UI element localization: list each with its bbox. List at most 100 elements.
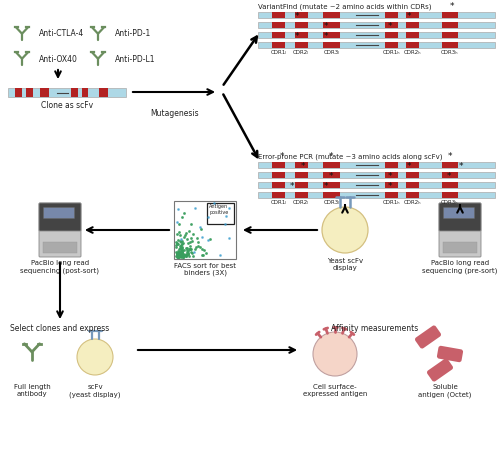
- Bar: [442, 12, 458, 17]
- Point: [198, 234, 206, 241]
- Point: [174, 249, 182, 257]
- Point: [174, 240, 182, 248]
- Point: [174, 247, 182, 254]
- Bar: [207, 203, 234, 224]
- Point: [182, 252, 190, 259]
- Text: Anti-PD-1: Anti-PD-1: [115, 29, 151, 39]
- Point: [172, 250, 180, 257]
- Bar: [71, 88, 78, 97]
- Bar: [258, 12, 495, 18]
- Point: [186, 227, 194, 235]
- Point: [174, 253, 182, 261]
- Bar: [442, 193, 458, 198]
- Point: [186, 238, 194, 245]
- Point: [197, 225, 205, 233]
- Bar: [294, 12, 308, 17]
- Bar: [174, 201, 236, 259]
- Text: CDR2ₕ: CDR2ₕ: [404, 200, 421, 205]
- Point: [174, 251, 182, 258]
- Point: [178, 252, 186, 259]
- Point: [174, 253, 182, 261]
- Text: *: *: [324, 183, 328, 192]
- Text: *: *: [388, 172, 392, 182]
- Bar: [294, 33, 308, 38]
- Text: VariantFind (mutate ~2 amino acids within CDRs): VariantFind (mutate ~2 amino acids withi…: [258, 4, 432, 10]
- Text: CDR3ₕ: CDR3ₕ: [441, 200, 458, 205]
- Bar: [406, 193, 419, 198]
- Bar: [272, 172, 285, 177]
- Point: [196, 244, 204, 251]
- Text: *: *: [324, 33, 328, 42]
- Bar: [272, 42, 285, 48]
- Point: [188, 250, 196, 257]
- Text: Anti-PD-L1: Anti-PD-L1: [115, 54, 156, 64]
- Point: [188, 248, 196, 255]
- Text: Error-prone PCR (mutate ~3 amino acids along scFv): Error-prone PCR (mutate ~3 amino acids a…: [258, 154, 442, 160]
- Text: *: *: [280, 152, 284, 161]
- Bar: [323, 193, 340, 198]
- Point: [178, 244, 186, 252]
- Bar: [294, 193, 308, 198]
- Bar: [8, 88, 126, 97]
- Text: *: *: [446, 172, 451, 182]
- Point: [174, 241, 182, 248]
- Bar: [323, 182, 340, 187]
- Bar: [272, 22, 285, 27]
- FancyBboxPatch shape: [39, 203, 81, 257]
- Point: [178, 250, 186, 258]
- Bar: [272, 193, 285, 198]
- Point: [182, 252, 190, 259]
- Point: [176, 243, 184, 250]
- Point: [172, 241, 180, 249]
- Point: [186, 242, 194, 250]
- Bar: [43, 242, 77, 253]
- Bar: [323, 162, 340, 168]
- Point: [178, 253, 186, 261]
- Bar: [15, 88, 22, 97]
- Point: [173, 250, 181, 258]
- Bar: [442, 42, 458, 48]
- Point: [174, 205, 182, 213]
- Point: [177, 252, 185, 259]
- Circle shape: [77, 339, 113, 375]
- Point: [179, 239, 187, 247]
- Text: PacBio long read
sequencing (post-sort): PacBio long read sequencing (post-sort): [20, 260, 100, 273]
- Point: [180, 209, 188, 217]
- Point: [194, 235, 202, 242]
- Point: [174, 253, 182, 261]
- Text: *: *: [329, 172, 334, 182]
- Bar: [406, 42, 419, 48]
- Text: *: *: [406, 162, 410, 171]
- Bar: [294, 162, 308, 168]
- Bar: [100, 88, 108, 97]
- Text: Clone as scFv: Clone as scFv: [41, 101, 93, 110]
- Bar: [258, 162, 495, 168]
- Bar: [406, 33, 419, 38]
- Point: [185, 252, 193, 260]
- Bar: [294, 22, 308, 27]
- Point: [189, 231, 197, 238]
- FancyBboxPatch shape: [427, 358, 453, 382]
- Text: Select clones and express: Select clones and express: [10, 324, 109, 333]
- Point: [204, 213, 212, 221]
- Bar: [385, 12, 398, 17]
- Point: [191, 245, 199, 253]
- Point: [184, 235, 192, 243]
- Point: [202, 249, 210, 256]
- Point: [178, 240, 186, 247]
- Point: [174, 253, 182, 261]
- Bar: [323, 42, 340, 48]
- Text: CDR2ₕ: CDR2ₕ: [404, 50, 421, 55]
- Text: CDR2ₗ: CDR2ₗ: [293, 200, 310, 205]
- Point: [176, 237, 184, 245]
- Point: [177, 238, 185, 245]
- Bar: [323, 12, 340, 17]
- Text: Antigen
positive: Antigen positive: [209, 204, 228, 215]
- Point: [210, 199, 218, 207]
- Bar: [442, 182, 458, 187]
- FancyBboxPatch shape: [39, 203, 81, 231]
- Point: [178, 248, 186, 256]
- Bar: [258, 182, 495, 188]
- Point: [178, 252, 186, 259]
- Point: [182, 253, 190, 260]
